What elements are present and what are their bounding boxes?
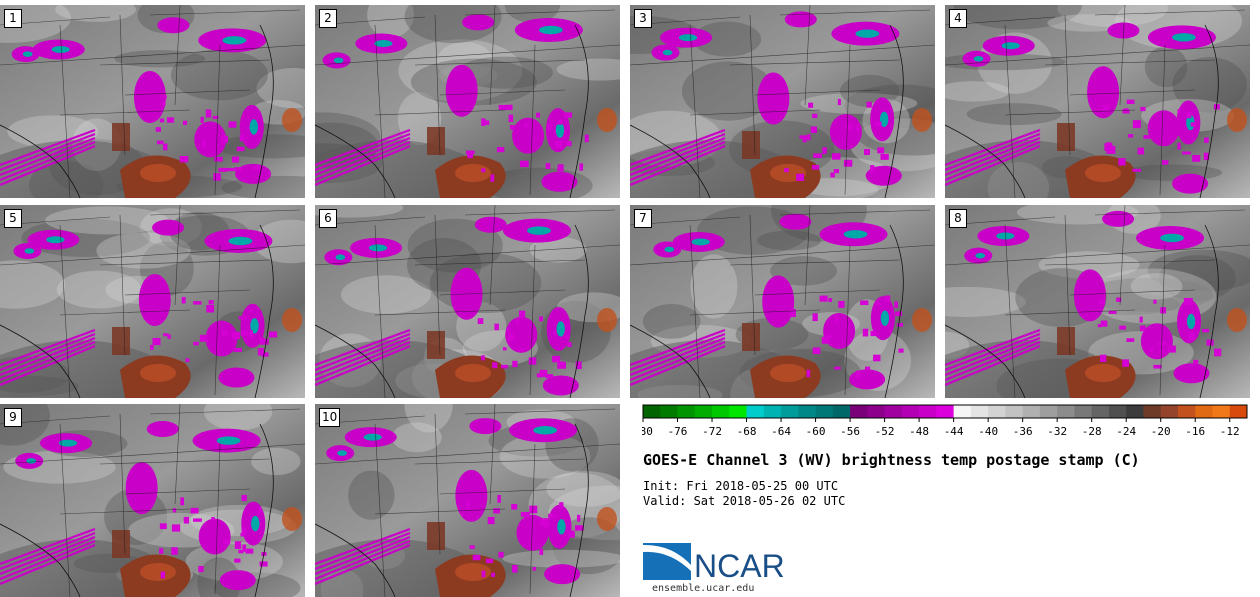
colorbar-bin	[643, 405, 661, 418]
postage-stamp-panel: 3	[630, 5, 935, 198]
colorbar-bin	[1057, 405, 1075, 418]
colorbar-bin	[1005, 405, 1024, 418]
init-time: Init: Fri 2018-05-25 00 UTC	[643, 479, 839, 493]
postage-stamp-panel: 7	[630, 205, 935, 398]
stamp-map	[0, 404, 305, 597]
colorbar-bin	[712, 405, 730, 418]
colorbar-bin	[1022, 405, 1041, 418]
colorbar-frame	[642, 404, 1248, 419]
colorbar-tick-label: -68	[737, 425, 757, 438]
stamp-map	[945, 5, 1250, 198]
colorbar-tick-label: -44	[944, 425, 964, 438]
stamp-number: 7	[634, 209, 652, 228]
colorbar-tick-label: -76	[668, 425, 688, 438]
stamp-number: 1	[4, 9, 22, 28]
colorbar-tick-label: -40	[978, 425, 998, 438]
colorbar-tick-label: -56	[840, 425, 860, 438]
colorbar-bin	[1160, 405, 1179, 418]
chart-title: GOES-E Channel 3 (WV) brightness temp po…	[643, 451, 1140, 469]
site-url[interactable]: ensemble.ucar.edu	[652, 583, 755, 594]
colorbar-bin	[1212, 405, 1231, 418]
postage-stamp-panel: 9	[0, 404, 305, 597]
colorbar-tick-label: -16	[1185, 425, 1205, 438]
colorbar-tick-label: -24	[1116, 425, 1136, 438]
postage-stamp-panel: 2	[315, 5, 620, 198]
colorbar-bin	[1143, 405, 1162, 418]
colorbar-tick-label: -32	[1047, 425, 1067, 438]
colorbar-bin	[815, 405, 834, 418]
colorbar-bin	[1108, 405, 1127, 418]
valid-time: Valid: Sat 2018-05-26 02 UTC	[643, 494, 846, 508]
postage-stamp-panel: 10	[315, 404, 620, 597]
colorbar-tick-label: -12	[1220, 425, 1240, 438]
colorbar-bin	[988, 405, 1006, 418]
colorbar-bin	[953, 405, 972, 418]
colorbar-tick-label: -20	[1151, 425, 1171, 438]
stamp-number: 10	[319, 408, 341, 427]
postage-stamp-panel: 4	[945, 5, 1250, 198]
stamp-map	[630, 205, 935, 398]
colorbar-bin	[1126, 405, 1144, 418]
colorbar-bin	[936, 405, 955, 418]
postage-stamp-panel: 5	[0, 205, 305, 398]
colorbar: -80 -76 -72 -68 -64 -60 -56 -52 -48 -44 -40 -36 -32 -…	[642, 404, 1248, 438]
colorbar-tick-label: -72	[702, 425, 722, 438]
colorbar-bin	[919, 405, 937, 418]
colorbar-tick-label: -80	[642, 425, 653, 438]
colorbar-bin	[746, 405, 765, 418]
stamp-number: 2	[319, 9, 337, 28]
colorbar-bin	[832, 405, 851, 418]
colorbar-bin	[850, 405, 868, 418]
colorbar-bin	[1074, 405, 1093, 418]
colorbar-bin	[867, 405, 886, 418]
colorbar-bin	[677, 405, 696, 418]
colorbar-bin	[660, 405, 679, 418]
colorbar-bin	[694, 405, 713, 418]
colorbar-bin	[970, 405, 989, 418]
colorbar-bin	[763, 405, 782, 418]
stamp-number: 5	[4, 209, 22, 228]
stamp-number: 4	[949, 9, 967, 28]
stamp-map	[315, 205, 620, 398]
colorbar-bin	[798, 405, 817, 418]
stamp-number: 8	[949, 209, 967, 228]
colorbar-tick-label: -48	[909, 425, 929, 438]
stamp-map	[945, 205, 1250, 398]
stamp-map	[0, 5, 305, 198]
colorbar-bin	[781, 405, 799, 418]
colorbar-tick-label: -28	[1082, 425, 1102, 438]
postage-stamp-panel: 6	[315, 205, 620, 398]
colorbar-tick-label: -64	[771, 425, 791, 438]
colorbar-bin	[1195, 405, 1213, 418]
ncar-logo: NCAR	[642, 543, 785, 584]
stamp-number: 3	[634, 9, 652, 28]
colorbar-tick-label: -60	[806, 425, 826, 438]
colorbar-bin	[1177, 405, 1196, 418]
colorbar-bin	[1229, 405, 1248, 418]
stamp-number: 6	[319, 209, 337, 228]
logo-text: NCAR	[694, 548, 785, 584]
colorbar-tick-label: -36	[1013, 425, 1033, 438]
colorbar-bin	[884, 405, 903, 418]
colorbar-bin	[901, 405, 920, 418]
stamp-map	[630, 5, 935, 198]
colorbar-bin	[1091, 405, 1110, 418]
colorbar-bin	[729, 405, 748, 418]
stamp-map	[315, 5, 620, 198]
colorbar-tick-label: -52	[875, 425, 895, 438]
stamp-map	[315, 404, 620, 597]
postage-stamp-panel: 1	[0, 5, 305, 198]
postage-stamp-panel: 8	[945, 205, 1250, 398]
stamp-number: 9	[4, 408, 22, 427]
colorbar-bin	[1039, 405, 1058, 418]
stamp-map	[0, 205, 305, 398]
